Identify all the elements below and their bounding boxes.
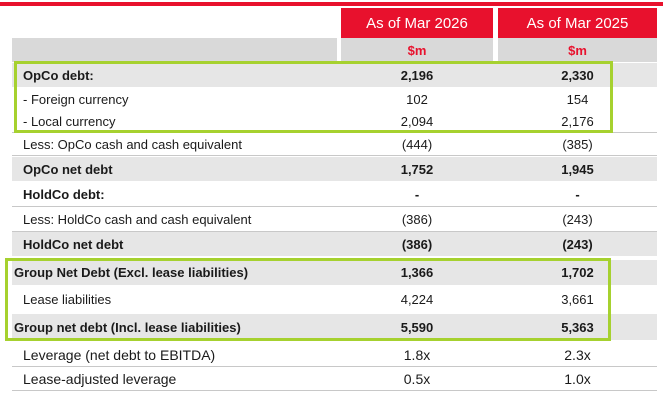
value-2025: 154 [566, 91, 589, 107]
value-2026: 1.8x [403, 346, 431, 363]
value-2025: 2.3x [564, 346, 591, 363]
table-row-lease-adjusted-leverage: Lease-adjusted leverage 0.5x 1.0x [12, 367, 657, 391]
table-row-opco-net-debt: OpCo net debt 1,752 1,945 [12, 157, 657, 181]
column-header-mar-2025: As of Mar 2025 [498, 8, 657, 38]
table-row-holdco-cash: Less: HoldCo cash and cash equivalent (3… [12, 208, 657, 232]
value-2025: (385) [562, 136, 593, 152]
column-header-mar-2026: As of Mar 2026 [341, 8, 493, 38]
value-2026: 2,094 [400, 113, 434, 129]
value-2026: (386) [401, 212, 433, 227]
table-row-leverage: Leverage (net debt to EBITDA) 1.8x 2.3x [12, 343, 657, 367]
row-label: Less: OpCo cash and cash equivalent [23, 136, 242, 152]
value-2025: 2,176 [561, 113, 594, 129]
value-2026: 4,224 [400, 292, 434, 307]
unit-label-2025: $m [498, 38, 657, 62]
value-2026: 0.5x [403, 370, 431, 387]
row-label: HoldCo debt: [23, 187, 105, 202]
row-label: OpCo net debt [23, 161, 113, 177]
value-2025: (243) [562, 236, 593, 252]
value-2026: 1,366 [400, 265, 434, 280]
value-2025: - [575, 187, 580, 202]
row-label: - Foreign currency [23, 91, 129, 107]
row-label: Leverage (net debt to EBITDA) [23, 346, 216, 363]
value-2025: 1,702 [561, 265, 594, 280]
table-row-opco-cash: Less: OpCo cash and cash equivalent (444… [12, 133, 657, 156]
row-label: Lease liabilities [23, 292, 112, 307]
table-row-group-net-debt-incl: Group net debt (Incl. lease liabilities)… [12, 314, 657, 340]
value-2026: (444) [401, 136, 433, 152]
table-row-holdco-net-debt: HoldCo net debt (386) (243) [12, 232, 657, 256]
value-2025: 1,945 [561, 161, 594, 177]
value-2025: 5,363 [561, 319, 594, 335]
value-2026: - [414, 187, 420, 202]
top-accent-line [0, 2, 663, 6]
value-2025: 2,330 [561, 67, 594, 83]
row-label: Group Net Debt (Excl. lease liabilities) [14, 265, 249, 280]
row-label: OpCo debt: [23, 67, 94, 83]
row-label: Group net debt (Incl. lease liabilities) [14, 319, 241, 335]
row-label: Lease-adjusted leverage [23, 370, 177, 387]
table-row-lease-liabilities: Lease liabilities 4,224 3,661 [12, 287, 657, 312]
value-2025: (243) [562, 212, 593, 227]
table-row-local-currency: - Local currency 2,094 2,176 [12, 110, 657, 133]
table-row-holdco-debt: HoldCo debt: - - [12, 183, 657, 207]
value-2025: 1.0x [564, 370, 591, 387]
value-2026: 1,752 [400, 161, 434, 177]
table-row-opco-debt: OpCo debt: 2,196 2,330 [12, 63, 657, 87]
row-label: - Local currency [23, 113, 116, 129]
row-label: Less: HoldCo cash and cash equivalent [23, 212, 252, 227]
value-2026: 2,196 [400, 67, 434, 83]
value-2026: (386) [401, 236, 433, 252]
value-2025: 3,661 [561, 292, 594, 307]
row-label: HoldCo net debt [23, 236, 124, 252]
value-2026: 5,590 [400, 319, 434, 335]
value-2026: 102 [406, 91, 428, 107]
unit-label-2026: $m [341, 38, 493, 62]
table-row-group-net-debt-excl: Group Net Debt (Excl. lease liabilities)… [12, 260, 657, 285]
label-header-band [12, 38, 337, 62]
table-row-foreign-currency: - Foreign currency 102 154 [12, 88, 657, 110]
